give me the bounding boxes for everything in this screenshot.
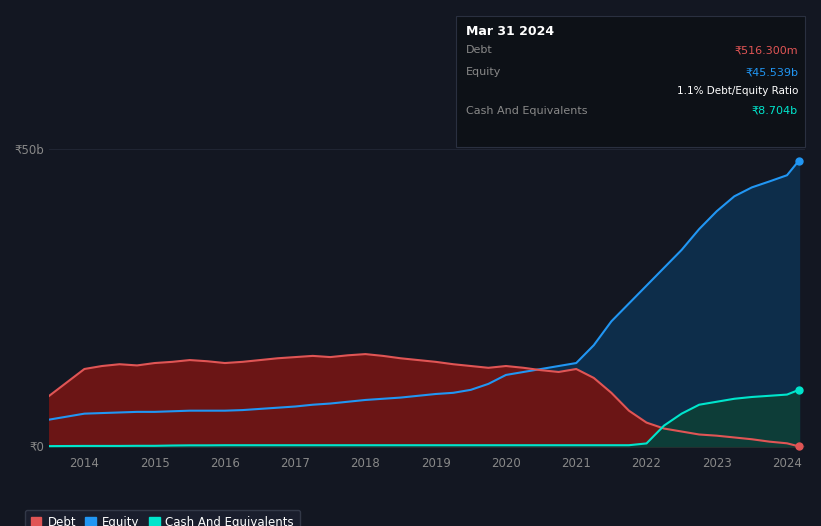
Text: Debt: Debt <box>466 45 493 55</box>
Text: ₹516.300m: ₹516.300m <box>735 45 798 55</box>
Text: Cash And Equivalents: Cash And Equivalents <box>466 106 588 116</box>
Text: Mar 31 2024: Mar 31 2024 <box>466 25 554 38</box>
Text: ₹45.539b: ₹45.539b <box>745 67 798 77</box>
Point <box>792 156 805 165</box>
Legend: Debt, Equity, Cash And Equivalents: Debt, Equity, Cash And Equivalents <box>25 510 300 526</box>
Point <box>792 442 805 451</box>
Text: Equity: Equity <box>466 67 502 77</box>
Text: 1.1% Debt/Equity Ratio: 1.1% Debt/Equity Ratio <box>677 86 798 96</box>
Point <box>792 386 805 394</box>
Text: ₹8.704b: ₹8.704b <box>752 106 798 116</box>
